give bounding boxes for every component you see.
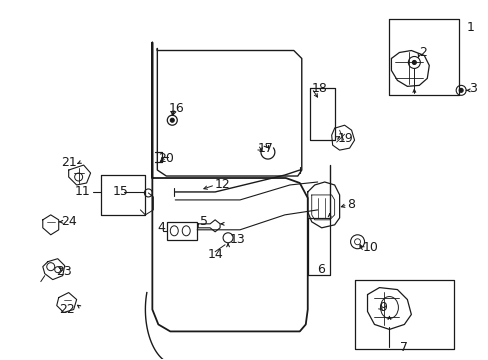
Text: 4: 4 [157,221,165,234]
Bar [167,222,197,240]
Text: 24: 24 [61,215,76,228]
Text: 1: 1 [466,21,474,33]
Text: 23: 23 [56,265,71,278]
Text: 7: 7 [400,341,407,354]
Text: 9: 9 [379,301,386,314]
Text: 21: 21 [61,156,76,168]
Text: 20: 20 [158,152,174,165]
Text: 14: 14 [208,248,224,261]
Text: 18: 18 [311,82,327,95]
Text: 6: 6 [316,263,324,276]
Text: 15: 15 [112,185,128,198]
Text: 5: 5 [200,215,208,228]
Text: 10: 10 [362,241,378,254]
Text: 12: 12 [215,179,230,192]
Circle shape [170,118,174,122]
Text: 22: 22 [59,303,74,316]
Text: 11: 11 [75,185,90,198]
Circle shape [458,88,462,92]
Text: 17: 17 [258,141,273,155]
Text: 2: 2 [419,46,427,59]
Text: 13: 13 [229,233,245,246]
Text: 16: 16 [168,102,183,115]
Text: 3: 3 [468,82,476,95]
Text: 8: 8 [347,198,355,211]
Text: 19: 19 [337,132,353,145]
Circle shape [411,60,415,64]
